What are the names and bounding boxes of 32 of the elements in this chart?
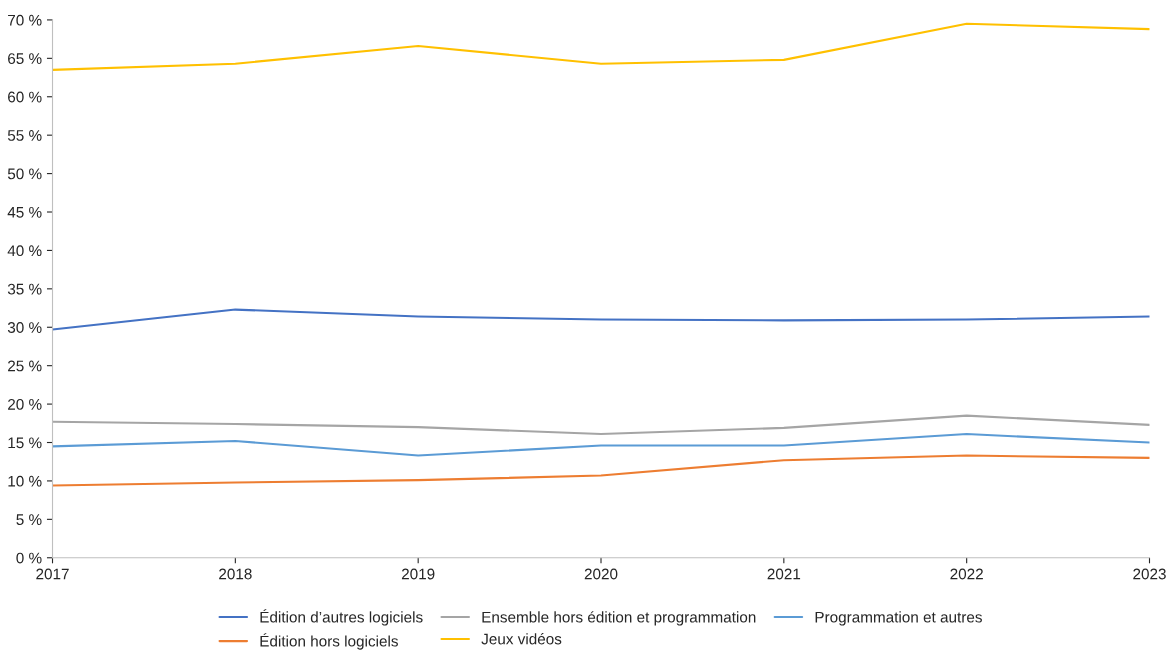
y-tick-label: 10 % [8, 475, 42, 487]
legend-label: Édition d’autres logiciels [260, 609, 423, 626]
y-tick-label: 60 % [8, 91, 42, 103]
x-tick-label: 2023 [1133, 568, 1166, 580]
line-series [52, 433, 1150, 457]
y-tick-label: 50 % [7, 168, 42, 180]
legend-label: Programmation et autres [815, 611, 982, 626]
line-series [52, 454, 1150, 487]
y-tick-label: 15 % [8, 437, 42, 449]
x-tick-label: 2021 [767, 568, 801, 580]
x-tick-label: 2019 [401, 568, 435, 580]
legend-label: Jeux vidéos [481, 633, 562, 645]
line-series [52, 22, 1150, 71]
y-tick-label: 70 % [8, 14, 42, 26]
y-tick-label: 5 % [16, 514, 42, 526]
x-tick-label: 2022 [950, 568, 983, 580]
legend-label: Ensemble hors édition et programmation [482, 611, 756, 626]
y-tick-label: 55 % [7, 130, 42, 141]
line-series [52, 308, 1150, 331]
y-tick-label: 40 % [7, 245, 42, 257]
y-tick-label: 30 % [7, 322, 42, 333]
line-series [52, 414, 1150, 436]
y-tick-label: 25 % [8, 360, 42, 372]
x-tick-label: 2018 [219, 568, 252, 580]
y-tick-label: 20 % [8, 398, 42, 410]
y-tick-label: 35 % [7, 283, 42, 295]
legend-label: Édition hors logiciels [260, 633, 398, 650]
y-tick-label: 0 % [16, 552, 42, 564]
x-tick-label: 2020 [584, 568, 618, 580]
y-tick-label: 65 % [8, 53, 42, 65]
x-tick-label: 2017 [36, 568, 69, 580]
y-tick-label: 45 % [7, 206, 42, 218]
